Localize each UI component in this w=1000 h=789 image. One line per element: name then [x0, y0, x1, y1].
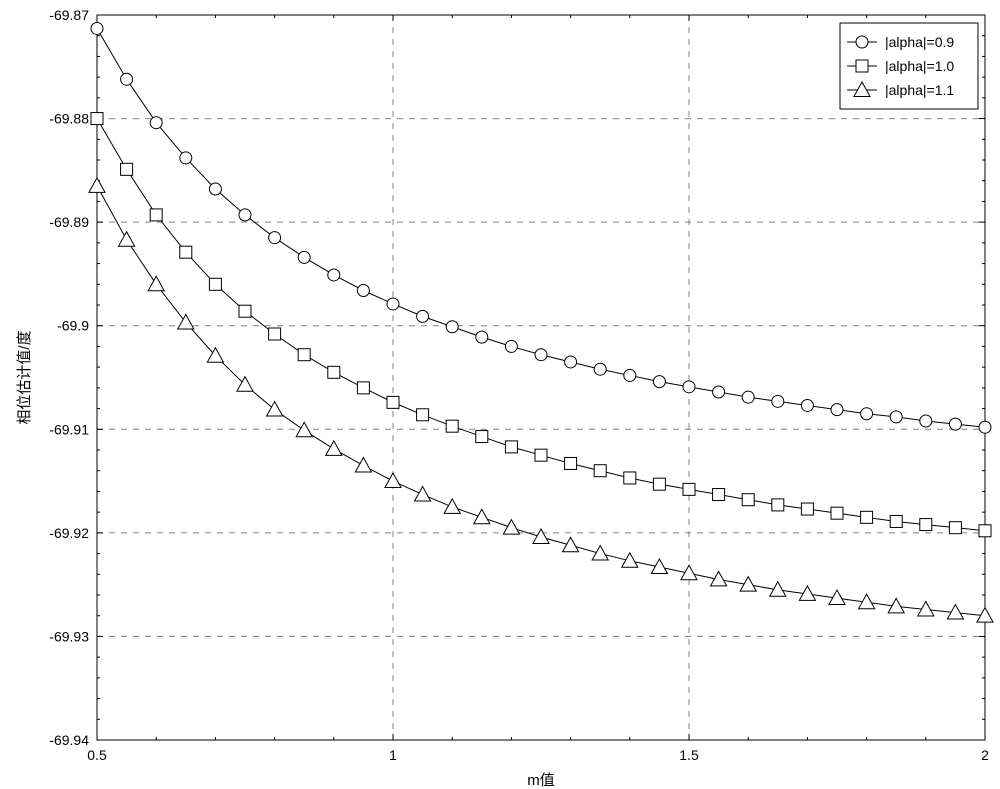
legend-label: |alpha|=0.9	[885, 34, 954, 50]
x-tick-label: 2	[981, 747, 989, 763]
x-tick-label: 1	[389, 747, 397, 763]
legend-label: |alpha|=1.1	[885, 82, 954, 98]
y-axis-label: 相位估计值/度	[16, 330, 33, 424]
y-tick-label: -69.88	[49, 111, 89, 127]
x-axis-label: m值	[527, 772, 555, 789]
legend: |alpha|=0.9 |alpha|=1.0 |alpha|=1.1	[840, 23, 978, 109]
y-tick-label: -69.91	[49, 421, 89, 437]
y-tick-label: -69.89	[49, 214, 89, 230]
x-tick-label: 1.5	[679, 747, 699, 763]
y-tick-label: -69.93	[49, 628, 89, 644]
legend-label: |alpha|=1.0	[885, 58, 954, 74]
y-tick-label: -69.87	[49, 7, 89, 23]
y-tick-label: -69.92	[49, 525, 89, 541]
line-chart: 0.5 1 1.5 2 -69.94 -69.93 -69.92 -69.91 -69.9 -69…	[0, 0, 1000, 789]
x-tick-label: 0.5	[87, 747, 107, 763]
y-tick-label: -69.9	[57, 318, 89, 334]
chart-container: 0.5 1 1.5 2 -69.94 -69.93 -69.92 -69.91 -69.9 -69…	[0, 0, 1000, 789]
y-tick-label: -69.94	[49, 732, 89, 748]
